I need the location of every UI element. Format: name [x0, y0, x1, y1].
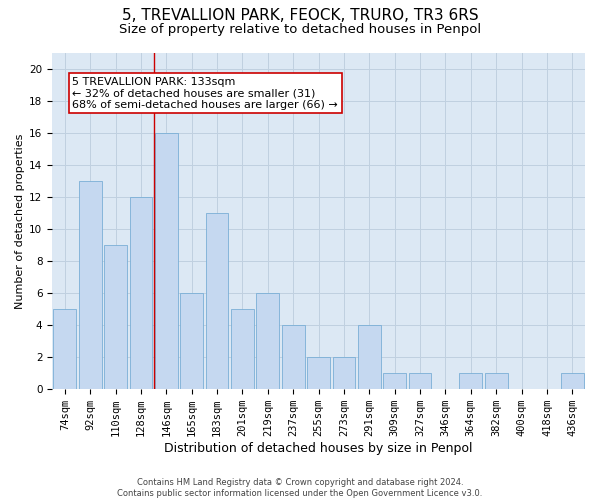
Text: Size of property relative to detached houses in Penpol: Size of property relative to detached ho… [119, 22, 481, 36]
Bar [307, 357, 330, 389]
Bar [104, 245, 127, 389]
Bar [485, 373, 508, 389]
Bar [460, 373, 482, 389]
X-axis label: Distribution of detached houses by size in Penpol: Distribution of detached houses by size … [164, 442, 473, 455]
Bar [358, 325, 381, 389]
Y-axis label: Number of detached properties: Number of detached properties [15, 133, 25, 308]
Bar [282, 325, 305, 389]
Bar [53, 309, 76, 389]
Bar [180, 293, 203, 389]
Bar [206, 213, 229, 389]
Bar [155, 132, 178, 389]
Bar [409, 373, 431, 389]
Bar [256, 293, 279, 389]
Text: 5, TREVALLION PARK, FEOCK, TRURO, TR3 6RS: 5, TREVALLION PARK, FEOCK, TRURO, TR3 6R… [122, 8, 478, 22]
Bar [383, 373, 406, 389]
Bar [79, 181, 101, 389]
Bar [561, 373, 584, 389]
Text: 5 TREVALLION PARK: 133sqm
← 32% of detached houses are smaller (31)
68% of semi-: 5 TREVALLION PARK: 133sqm ← 32% of detac… [73, 76, 338, 110]
Bar [332, 357, 355, 389]
Bar [231, 309, 254, 389]
Text: Contains HM Land Registry data © Crown copyright and database right 2024.
Contai: Contains HM Land Registry data © Crown c… [118, 478, 482, 498]
Bar [130, 197, 152, 389]
